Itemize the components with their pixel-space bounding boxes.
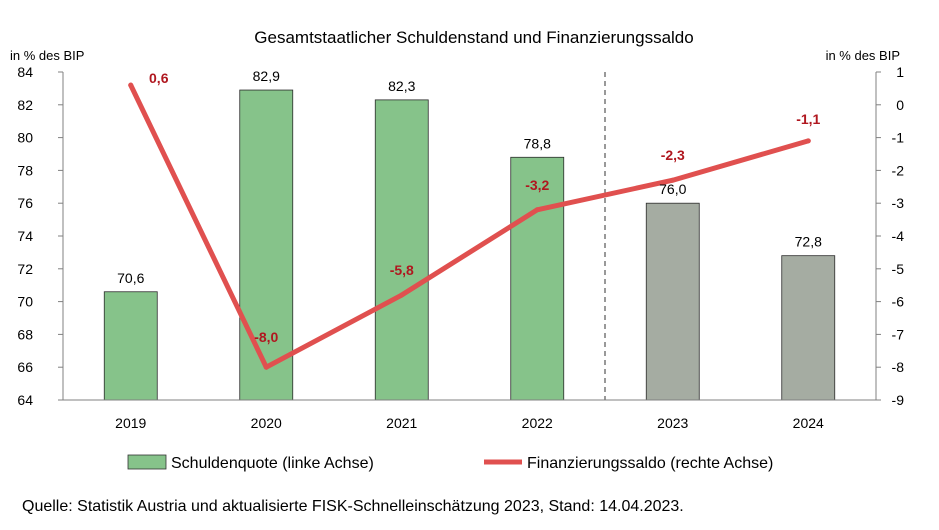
right-tick-label--2: -2	[892, 162, 905, 178]
bar-series	[103, 89, 836, 401]
line-value-label-2024: -1,1	[796, 111, 820, 127]
right-tick-label-0: 0	[896, 97, 904, 113]
right-tick-label--4: -4	[892, 228, 905, 244]
bar-2022	[510, 156, 565, 401]
bar-value-label-2019: 70,6	[117, 270, 144, 286]
axes: 64 66 68 70 72 74 76 78 80 82 84 -9 -8 -7 -6 -5 -4 -3 -2 -1…	[17, 64, 904, 431]
line-point-2021	[399, 292, 405, 298]
x-tick-label-2021: 2021	[386, 415, 417, 431]
left-axis-unit-label: in % des BIP	[10, 48, 84, 63]
right-tick-label-1: 1	[896, 64, 904, 80]
left-tick-label-70: 70	[17, 294, 33, 310]
right-tick-label--7: -7	[892, 326, 905, 342]
x-tick-label-2022: 2022	[522, 415, 553, 431]
x-tick-label-2020: 2020	[251, 415, 282, 431]
legend-swatch-bar	[127, 454, 167, 470]
right-tick-label--9: -9	[892, 392, 905, 408]
left-tick-label-78: 78	[17, 162, 33, 178]
line-point-2020	[263, 364, 269, 370]
line-series	[128, 82, 811, 370]
finanzierungssaldo-line	[128, 82, 811, 370]
line-point-2022	[534, 207, 540, 213]
bar-2019	[103, 291, 158, 401]
bar-value-label-2023: 76,0	[659, 181, 686, 197]
line-point-2023	[670, 177, 676, 183]
left-tick-label-84: 84	[17, 64, 33, 80]
bar-2020	[239, 89, 294, 401]
data-labels: 70,6 82,9 82,3 78,8 76,0 72,8 0,6 -8,0 -5,8 -3,2 -…	[117, 68, 822, 345]
x-tick-label-2024: 2024	[793, 415, 824, 431]
line-value-label-2021: -5,8	[390, 262, 414, 278]
right-tick-label--6: -6	[892, 294, 905, 310]
left-tick-label-72: 72	[17, 261, 33, 277]
right-tick-label--3: -3	[892, 195, 905, 211]
bar-2023	[645, 202, 700, 401]
x-tick-label-2019: 2019	[115, 415, 146, 431]
line-value-label-2023: -2,3	[661, 147, 685, 163]
legend-label-bar: Schuldenquote (linke Achse)	[171, 455, 374, 472]
bar-2024	[781, 255, 836, 401]
legend: Schuldenquote (linke Achse) Finanzierung…	[127, 454, 773, 472]
chart-title: Gesamtstaatlicher Schuldenstand und Fina…	[254, 28, 693, 47]
left-tick-label-76: 76	[17, 195, 33, 211]
right-tick-label--1: -1	[892, 130, 905, 146]
bar-2021	[374, 99, 429, 401]
left-tick-label-82: 82	[17, 97, 33, 113]
line-value-label-2019: 0,6	[149, 70, 169, 86]
left-tick-label-64: 64	[17, 392, 33, 408]
line-value-label-2022: -3,2	[525, 177, 549, 193]
line-value-label-2020: -8,0	[254, 329, 278, 345]
bar-value-label-2024: 72,8	[795, 234, 822, 250]
bar-value-label-2020: 82,9	[253, 68, 280, 84]
bar-value-label-2022: 78,8	[524, 135, 551, 151]
left-tick-label-80: 80	[17, 130, 33, 146]
right-tick-label--5: -5	[892, 261, 905, 277]
right-axis-unit-label: in % des BIP	[826, 48, 900, 63]
left-tick-label-74: 74	[17, 228, 33, 244]
left-tick-label-68: 68	[17, 326, 33, 342]
legend-label-line: Finanzierungssaldo (rechte Achse)	[527, 455, 773, 472]
bar-value-label-2021: 82,3	[388, 78, 415, 94]
left-tick-label-66: 66	[17, 359, 33, 375]
line-point-2019	[128, 82, 134, 88]
line-point-2024	[805, 138, 811, 144]
source-note: Quelle: Statistik Austria und aktualisie…	[22, 498, 684, 515]
x-tick-label-2023: 2023	[657, 415, 688, 431]
right-tick-label--8: -8	[892, 359, 905, 375]
